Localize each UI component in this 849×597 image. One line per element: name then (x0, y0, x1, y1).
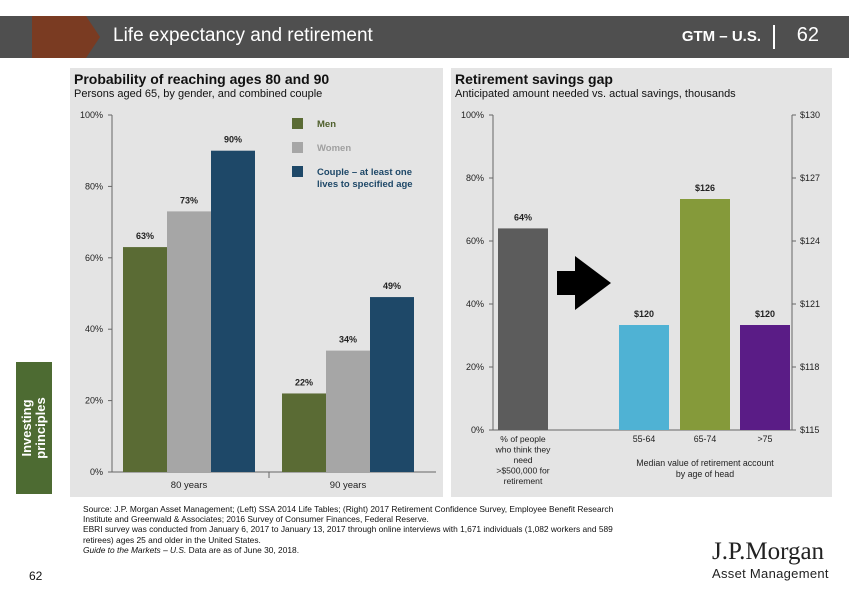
header-chevron (86, 16, 100, 58)
left-chart-panel: Probability of reaching ages 80 and 90 P… (70, 68, 443, 497)
header-bar: Life expectancy and retirement GTM – U.S… (0, 16, 849, 58)
source-line: retirees) ages 25 and older in the Unite… (83, 534, 261, 545)
right-y-tick-label: $130 (800, 110, 820, 120)
header-divider (773, 25, 775, 49)
x-category-label: need (513, 455, 532, 465)
y-tick-label: 20% (85, 396, 103, 406)
bar-pct-people (498, 228, 548, 430)
data-label: 22% (295, 377, 313, 387)
data-label: 73% (180, 195, 198, 205)
legend-swatch (292, 142, 303, 153)
data-label: 64% (514, 212, 532, 222)
bar-55-64 (619, 325, 669, 430)
left-y-tick-label: 0% (471, 425, 484, 435)
y-tick-label: 0% (90, 467, 103, 477)
legend-swatch (292, 166, 303, 177)
bar-65-74 (680, 199, 730, 430)
page-title: Life expectancy and retirement (113, 25, 373, 46)
right-chart-title: Retirement savings gap (455, 71, 613, 87)
jpmorgan-logo: J.P.Morgan (712, 538, 825, 565)
y-tick-label: 80% (85, 181, 103, 191)
right-chart-panel: Retirement savings gap Anticipated amoun… (451, 68, 832, 497)
bar->75 (740, 325, 790, 430)
data-label: $120 (634, 309, 654, 319)
x-category-label: % of people (500, 434, 546, 444)
legend-label: Couple – at least one (317, 167, 412, 178)
bar-90-years-s0 (282, 393, 326, 472)
source-line: EBRI survey was conducted from January 6… (83, 524, 613, 535)
source-date: Data are as of June 30, 2018. (186, 544, 300, 555)
page-number: 62 (29, 569, 43, 583)
legend-label: lives to specified age (317, 179, 413, 190)
logo-subtitle: Asset Management (712, 566, 829, 581)
right-y-tick-label: $127 (800, 173, 820, 183)
left-y-tick-label: 40% (466, 299, 484, 309)
right-y-tick-label: $118 (800, 362, 819, 372)
x-category-label: 65-74 (694, 434, 717, 444)
x-category-label: >$500,000 for (496, 466, 549, 476)
left-y-tick-label: 100% (461, 110, 484, 120)
left-y-tick-label: 20% (466, 362, 484, 372)
left-y-tick-label: 80% (466, 173, 484, 183)
left-chart-subtitle: Persons aged 65, by gender, and combined… (74, 88, 323, 100)
data-label: 34% (339, 335, 357, 345)
right-y-tick-label: $124 (800, 236, 820, 246)
data-label: $126 (695, 183, 715, 193)
right-y-tick-label: $115 (800, 425, 819, 435)
right-y-tick-label: $121 (800, 299, 820, 309)
bar-80-years-s0 (123, 247, 167, 472)
data-label: 63% (136, 231, 154, 241)
x-category-label: >75 (758, 434, 773, 444)
data-label: 90% (224, 135, 242, 145)
arrow-icon (557, 256, 611, 310)
header-accent (32, 16, 86, 58)
legend-label: Women (317, 143, 351, 154)
gtm-label: GTM – U.S. (681, 28, 761, 45)
right-chart-subtitle: Anticipated amount needed vs. actual sav… (455, 88, 736, 100)
guide-title: Guide to the Markets – U.S. (83, 544, 187, 555)
header-page-number: 62 (796, 24, 819, 46)
legend-swatch (292, 118, 303, 129)
left-chart: 0% 20% 40% 60% 80% 100% 63% 73% 90% 80 years 22% 34… (80, 110, 436, 491)
side-tab-label: Investing principles (19, 397, 48, 459)
side-tab: Investing principles (16, 362, 52, 494)
bar-90-years-s1 (326, 350, 370, 472)
source-line: Institute and Greenwald & Associates; 20… (83, 514, 429, 525)
y-tick-label: 40% (85, 324, 103, 334)
right-chart: 0% 20% 40% 60% 80% 100% $115 $118 $121 $124 $127 $1… (461, 110, 820, 486)
data-label: $120 (755, 309, 775, 319)
x-category-label: who think they (495, 445, 552, 455)
x-category-label: retirement (504, 476, 543, 486)
left-y-tick-label: 60% (466, 236, 484, 246)
y-tick-label: 60% (85, 253, 103, 263)
y-tick-label: 100% (80, 110, 103, 120)
x-category-label: 55-64 (633, 434, 656, 444)
data-label: 49% (383, 281, 401, 291)
legend-label: Men (317, 119, 336, 130)
bar-80-years-s1 (167, 211, 211, 472)
group-label: Median value of retirement account (636, 458, 774, 468)
source-date-line: Guide to the Markets – U.S. Data are as … (83, 545, 703, 555)
bar-90-years-s2 (370, 297, 414, 472)
source-line: Source: J.P. Morgan Asset Management; (L… (83, 504, 614, 514)
left-chart-title: Probability of reaching ages 80 and 90 (74, 71, 330, 87)
bar-80-years-s2 (211, 150, 255, 472)
x-category-label: 80 years (171, 480, 208, 491)
x-category-label: 90 years (330, 480, 367, 491)
source-notes: Source: J.P. Morgan Asset Management; (L… (83, 504, 703, 555)
group-label: by age of head (676, 469, 734, 479)
